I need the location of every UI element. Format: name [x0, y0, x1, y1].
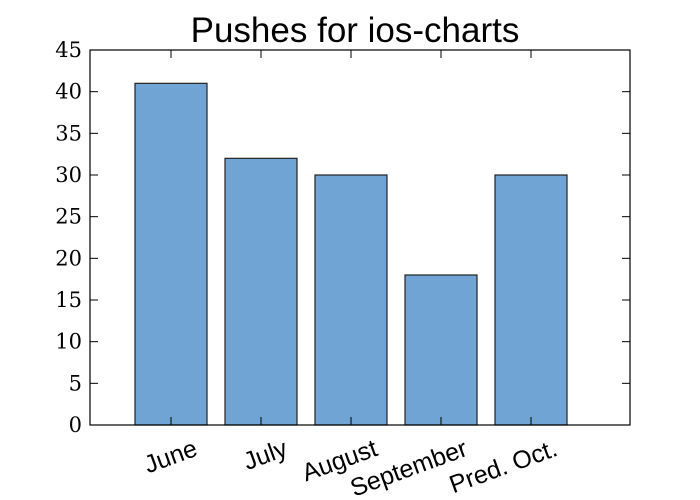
- y-tick-label: 35: [55, 121, 82, 145]
- y-tick-label: 40: [55, 80, 82, 104]
- y-tick-label: 5: [69, 371, 82, 395]
- x-tick-label: June: [141, 434, 202, 479]
- y-axis-tick-labels: 0 5 10 15 20 25 30 35 40 45: [55, 38, 82, 437]
- y-tick-label: 25: [55, 205, 82, 229]
- axis-ticks-group: [90, 49, 630, 426]
- bar-july: [224, 157, 298, 426]
- bars-group: [134, 82, 568, 426]
- y-tick-label: 10: [55, 330, 82, 354]
- y-tick-label: 15: [55, 288, 82, 312]
- y-tick-label: 0: [69, 413, 82, 437]
- chart-title: Pushes for ios-charts: [191, 11, 520, 50]
- x-tick-label: July: [240, 434, 292, 476]
- y-tick-label: 45: [55, 38, 82, 62]
- y-tick-label: 30: [55, 163, 82, 187]
- bar-september: [404, 274, 478, 426]
- y-tick-label: 20: [55, 246, 82, 270]
- bar-june: [134, 82, 208, 426]
- bar-august: [314, 174, 388, 426]
- bar-pred-oct: [494, 174, 568, 426]
- plot-frame: [89, 49, 631, 426]
